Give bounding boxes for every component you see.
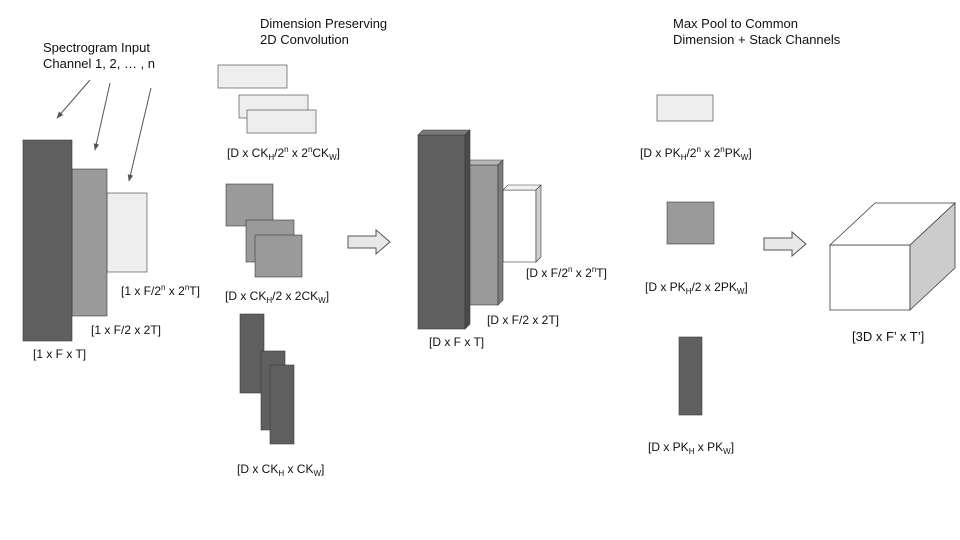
pool-header-line-1: Max Pool to Common xyxy=(673,16,798,31)
conv-header: Dimension Preserving 2D Convolution xyxy=(260,16,387,48)
pool-kernel-wide xyxy=(656,94,714,122)
feature-map-3 xyxy=(502,184,542,263)
feature-label-1: [D x F x T] xyxy=(429,335,485,349)
kernel-square-3 xyxy=(254,234,303,278)
pool-kernel-square xyxy=(666,201,715,245)
pool-header: Max Pool to Common Dimension + Stack Cha… xyxy=(673,16,840,48)
feature-map-2 xyxy=(464,159,504,306)
conv-header-line-1: Dimension Preserving xyxy=(260,16,388,31)
input-arrow-2 xyxy=(93,82,111,151)
kernel-label-square: [D x CKH/2 x 2CKW] xyxy=(225,289,330,305)
pool-kernel-tall xyxy=(678,336,703,416)
feature-map-1 xyxy=(417,129,471,330)
block-arrow-2 xyxy=(763,230,807,258)
input-arrow-3 xyxy=(127,87,152,182)
input-spectrogram-2 xyxy=(71,168,108,317)
input-spectrogram-3 xyxy=(106,192,148,273)
pool-header-line-2: Dimension + Stack Channels xyxy=(673,32,841,47)
input-label-2: [1 x F/2 x 2T] xyxy=(91,323,162,337)
kernel-label-wide: [D x CKH/2n x 2nCKW] xyxy=(227,145,340,162)
kernel-tall-1 xyxy=(239,313,265,394)
kernel-label-tall: [D x CKH x CKW] xyxy=(237,462,325,478)
input-header-line-1: Spectrogram Input xyxy=(43,40,150,55)
kernel-tall-3 xyxy=(269,364,295,445)
pool-label-tall: [D x PKH x PKW] xyxy=(648,440,735,456)
output-cube xyxy=(828,202,957,311)
kernel-wide-1 xyxy=(217,64,288,89)
input-header: Spectrogram Input Channel 1, 2, … , n xyxy=(43,40,155,72)
pool-label-wide: [D x PKH/2n x 2nPKW] xyxy=(640,145,752,162)
conv-header-line-2: 2D Convolution xyxy=(260,32,349,47)
input-header-line-2: Channel 1, 2, … , n xyxy=(43,56,156,71)
pool-label-square: [D x PKH/2 x 2PKW] xyxy=(645,280,748,296)
kernel-square-1 xyxy=(225,183,274,227)
block-arrow-1 xyxy=(347,228,391,256)
kernel-wide-3 xyxy=(246,109,317,134)
input-label-3: [1 x F/2n x 2nT] xyxy=(121,283,200,299)
feature-label-3: [D x F/2n x 2nT] xyxy=(526,265,607,281)
input-label-1: [1 x F x T] xyxy=(33,347,87,361)
input-arrow-1 xyxy=(56,79,91,119)
feature-label-2: [D x F/2 x 2T] xyxy=(487,313,560,327)
input-spectrogram-1 xyxy=(22,139,73,342)
output-label: [3D x F’ x T’] xyxy=(852,329,925,344)
